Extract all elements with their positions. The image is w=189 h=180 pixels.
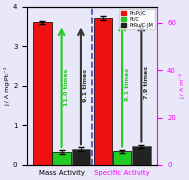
Bar: [52, 152, 71, 165]
Bar: [113, 151, 131, 165]
Bar: [132, 147, 151, 165]
Bar: [33, 22, 52, 165]
Y-axis label: j / A m⁻²: j / A m⁻²: [179, 73, 185, 99]
Text: 9.1 times: 9.1 times: [84, 69, 88, 102]
Bar: [72, 149, 90, 165]
Y-axis label: j / A mg₍Pt₎⁻¹: j / A mg₍Pt₎⁻¹: [4, 66, 10, 105]
Text: 7.9 times: 7.9 times: [144, 66, 149, 99]
Legend: Pt₅P₂/C, Pt/C, PtRu/C-JM: Pt₅P₂/C, Pt/C, PtRu/C-JM: [119, 9, 155, 29]
Text: 9.1 times: 9.1 times: [125, 68, 130, 101]
Bar: [94, 18, 112, 165]
Text: 11.0 times: 11.0 times: [64, 69, 69, 106]
